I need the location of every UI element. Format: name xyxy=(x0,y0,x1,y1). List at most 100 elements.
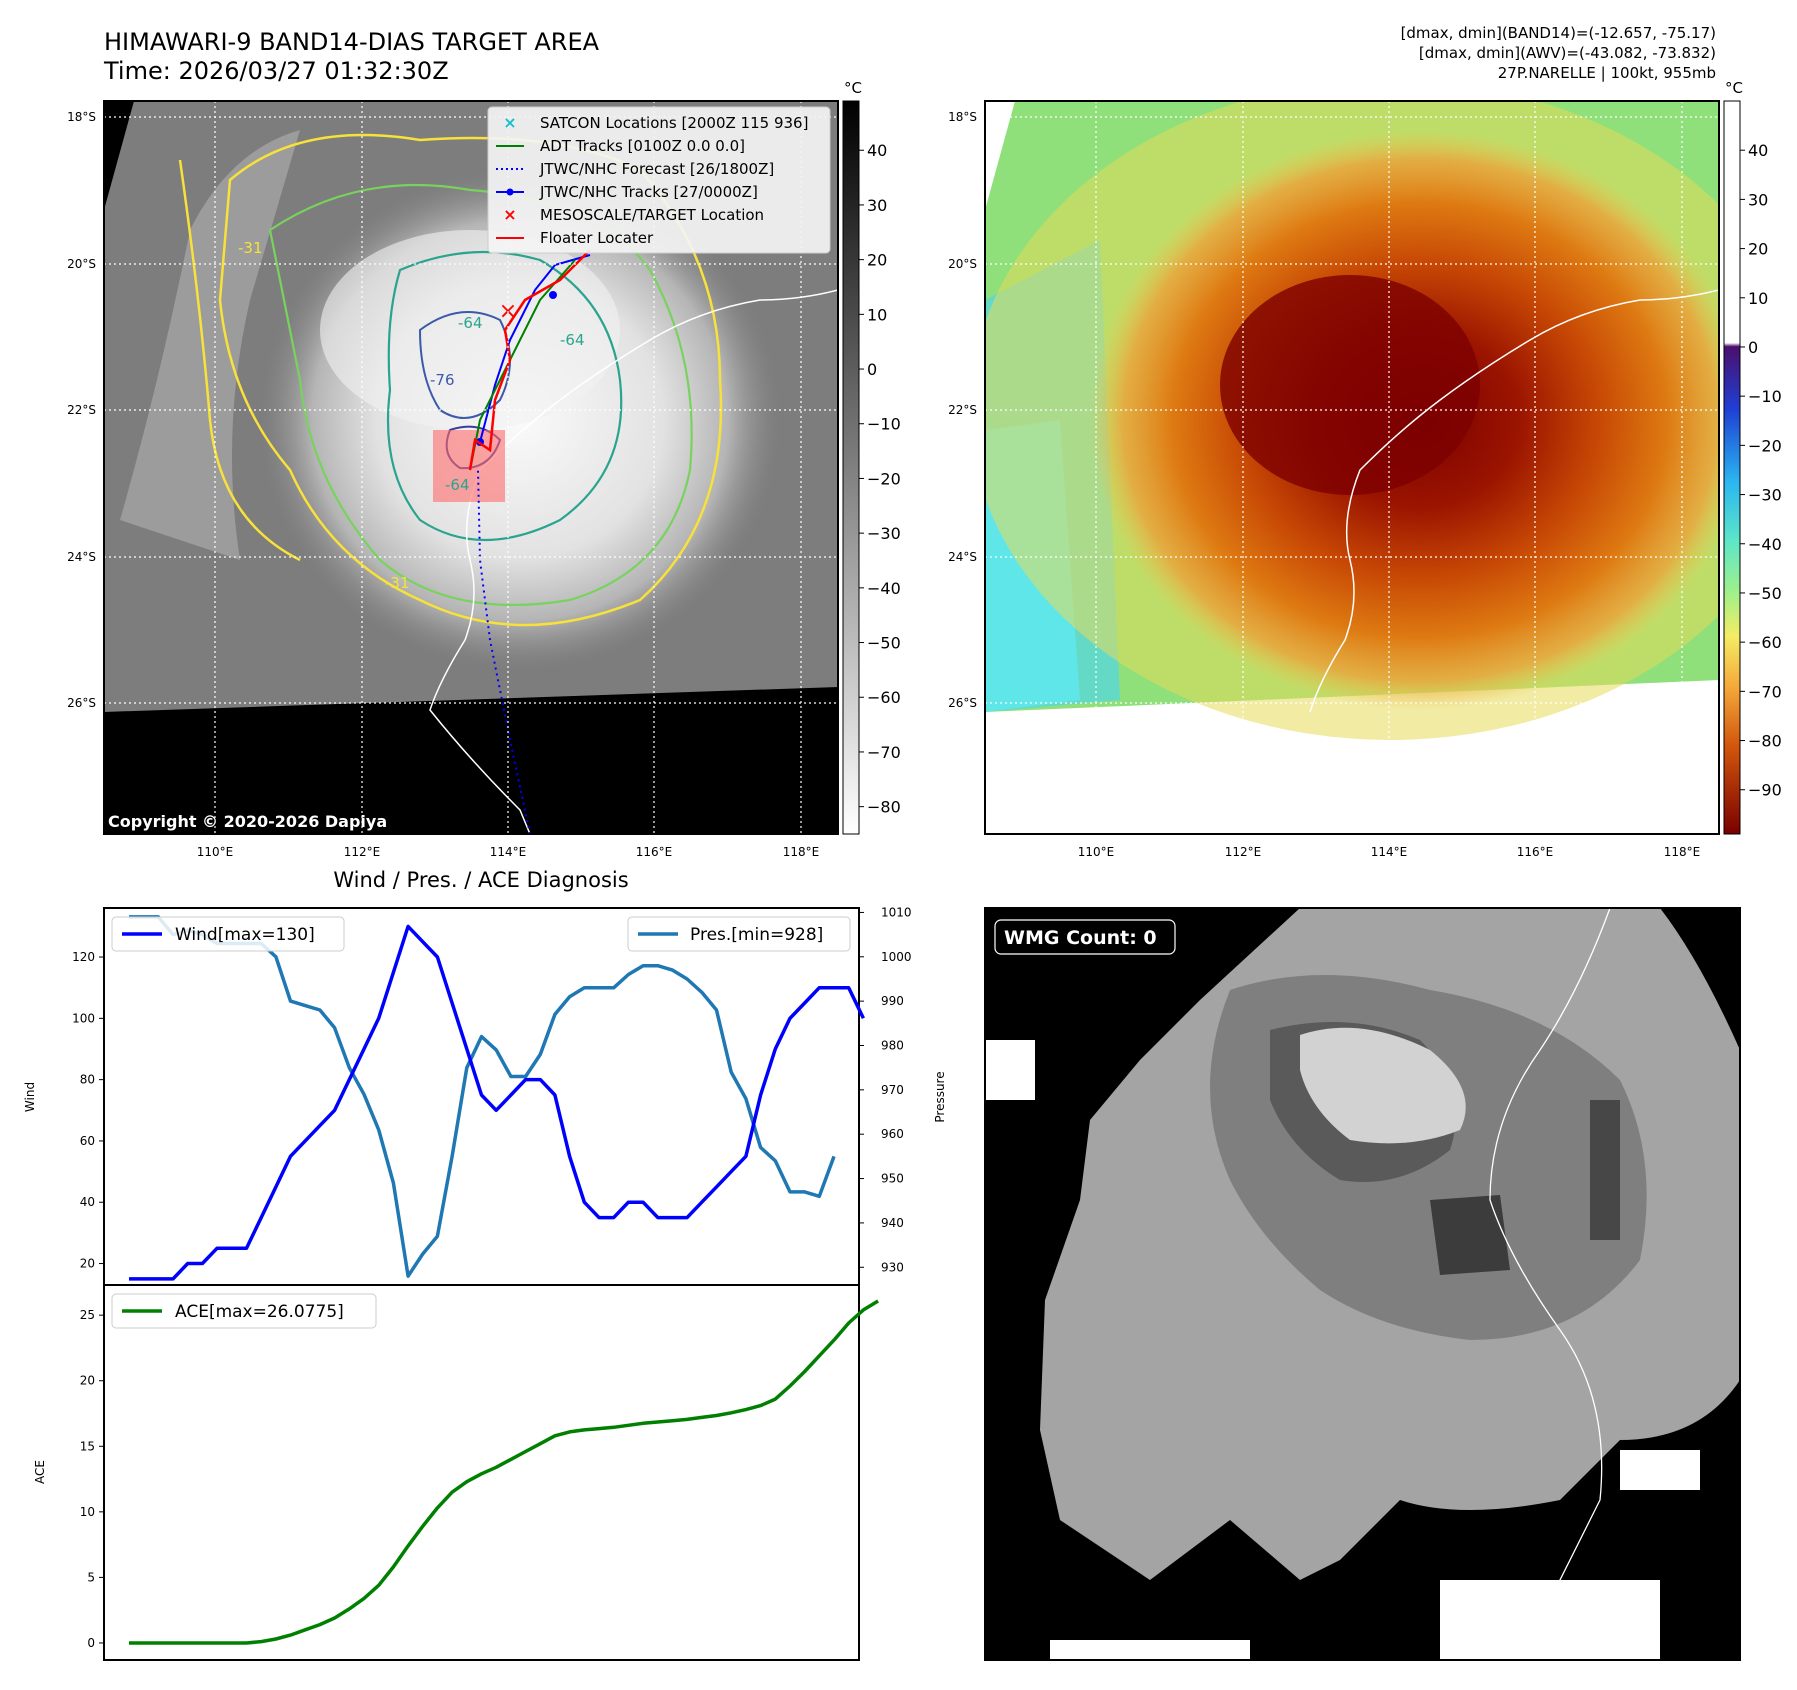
colorbar-color-tick-label: −70 xyxy=(1748,682,1782,701)
colorbar-gray-tick-label: 30 xyxy=(867,196,887,215)
legend-label: ADT Tracks [0100Z 0.0 0.0] xyxy=(540,137,745,155)
pressure-y-tick-label: 1000 xyxy=(881,950,912,964)
wind-y-tick-label: 120 xyxy=(72,950,95,964)
lon-label: 114°E xyxy=(1371,845,1408,859)
legend-label: MESOSCALE/TARGET Location xyxy=(540,206,764,224)
colorbar-gray-tick-label: 40 xyxy=(867,141,887,160)
ace-y-tick-label: 5 xyxy=(87,1570,95,1584)
colorbar-color-tick-label: −30 xyxy=(1748,486,1782,505)
colorbar-color-tick-label: 0 xyxy=(1748,338,1758,357)
colorbar-gray-ramp xyxy=(842,100,860,835)
jtwc-point xyxy=(549,291,557,299)
lat-label: 24°S xyxy=(948,550,977,564)
lon-label: 116°E xyxy=(1517,845,1554,859)
wmg-dark-patch xyxy=(1590,1100,1620,1240)
colorbar-color-tick-label: 40 xyxy=(1748,141,1768,160)
wind-y-tick-label: 60 xyxy=(80,1134,95,1148)
lon-label: 118°E xyxy=(783,845,820,859)
ace-legend: ACE[max=26.0775] xyxy=(111,1293,377,1329)
contour-label: -31 xyxy=(238,239,263,257)
colorbar-color-tick-label: 10 xyxy=(1748,289,1768,308)
contour-yellow-west xyxy=(178,159,301,562)
wmg-white-patch xyxy=(985,1040,1035,1100)
pressure-y-tick-label: 1010 xyxy=(881,905,912,919)
colorbar-color-tick-label: −80 xyxy=(1748,732,1782,751)
lat-label: 20°S xyxy=(67,257,96,271)
wmg-count-label: WMG Count: 0 xyxy=(1004,927,1157,949)
wmg-frame xyxy=(984,907,1741,1661)
colorbar-gray-tick-label: 0 xyxy=(867,360,877,379)
contour-yellow xyxy=(218,133,723,627)
pressure-y-tick-label: 940 xyxy=(881,1216,904,1230)
contour-teal xyxy=(386,250,623,541)
wind-y-tick-label: 100 xyxy=(72,1011,95,1025)
legend-label: Floater Locater xyxy=(540,229,654,247)
wmg-count-badge xyxy=(994,919,1176,955)
wind-y-tick-label: 40 xyxy=(80,1195,95,1209)
ace-y-tick-label: 10 xyxy=(80,1505,95,1519)
legend-label: JTWC/NHC Tracks [27/0000Z] xyxy=(539,183,758,201)
ace-series-line xyxy=(129,1299,880,1645)
colorbar-color-tick-label: −40 xyxy=(1748,535,1782,554)
wmg-white-patch xyxy=(1050,1640,1250,1660)
figure-title: HIMAWARI-9 BAND14-DIAS TARGET AREA xyxy=(104,28,600,56)
pressure-y-tick-label: 960 xyxy=(881,1127,904,1141)
colorbar-color-ticks: 40 30 20 10 0 −10 −20 −30 −40 −50 −60 −70 −80 −90 xyxy=(1740,141,1782,800)
legend-marker-satcon: × xyxy=(503,113,516,132)
legend-box xyxy=(487,106,831,254)
wind-y-tick-label: 80 xyxy=(80,1073,95,1087)
wmg-white-patch xyxy=(1440,1580,1660,1660)
pressure-legend-label: Pres.[min=928] xyxy=(690,925,823,945)
ir-map-panel: × -31 -64 -64 -76 -31 -64 Copyright © 20… xyxy=(67,100,839,859)
contour-label: -64 xyxy=(458,314,483,332)
contour-blue xyxy=(418,311,511,419)
wind-y-tick-label: 20 xyxy=(80,1257,95,1271)
contour-label: -31 xyxy=(385,574,410,592)
colorbar-color-ramp xyxy=(1723,100,1741,835)
ir-cloud-band xyxy=(120,130,300,560)
wind-legend: Wind[max=130] xyxy=(111,916,345,952)
colorbar-gray-tick-label: 20 xyxy=(867,251,887,270)
wind-series-line xyxy=(129,924,865,1281)
pressure-y-tick-label: 980 xyxy=(881,1038,904,1052)
copyright: Copyright © 2020-2026 Dapiya xyxy=(108,812,387,831)
colorbar-gray-tick-label: −20 xyxy=(867,469,901,488)
ace-legend-box xyxy=(111,1293,377,1329)
floater-locater-track xyxy=(468,249,591,471)
pressure-y-ticks: 930 940 950 960 970 980 990 1000 1010 xyxy=(859,905,912,1274)
ace-chart: 0 5 10 15 20 25 ACE ACE[max=26.0775] xyxy=(33,1284,880,1661)
contour-label: -76 xyxy=(430,371,455,389)
awv-map-panel: 18°S 20°S 22°S 24°S 26°S 110°E 112°E 114… xyxy=(948,100,1720,859)
lat-label: 18°S xyxy=(67,110,96,124)
contour-label: -64 xyxy=(560,331,585,349)
colorbar-color-tick-label: 20 xyxy=(1748,240,1768,259)
colorbar-color: °C 40 30 20 10 0 −10 −20 −30 −40 −50 −60 −70 −80 −90 xyxy=(1723,79,1782,835)
contour-label: -64 xyxy=(445,476,470,494)
colorbar-gray: °C 40 30 20 10 0 −10 −20 −30 −40 −50 −60 −70 −80 xyxy=(842,79,901,835)
wmg-panel: WMG Count: 0 xyxy=(984,907,1741,1661)
wmg-coastline xyxy=(1489,907,1611,1661)
lat-label: 18°S xyxy=(948,110,977,124)
pressure-legend-box xyxy=(627,916,851,952)
wind-pressure-chart: 20 40 60 80 100 120 930 940 950 960 970 980 990 1000… xyxy=(23,905,947,1286)
ace-y-tick-label: 20 xyxy=(80,1374,95,1388)
lat-label: 24°S xyxy=(67,550,96,564)
lon-label: 118°E xyxy=(1664,845,1701,859)
wind-legend-label: Wind[max=130] xyxy=(175,925,315,945)
awv-map-frame xyxy=(984,100,1720,835)
legend-label: JTWC/NHC Forecast [26/1800Z] xyxy=(539,160,774,178)
colorbar-color-tick-label: −90 xyxy=(1748,781,1782,800)
ir-legend: × SATCON Locations [2000Z 115 936] ADT T… xyxy=(487,106,831,254)
wind-y-ticks: 20 40 60 80 100 120 xyxy=(72,950,104,1271)
ace-legend-label: ACE[max=26.0775] xyxy=(175,1302,344,1322)
figure-time: Time: 2026/03/27 01:32:30Z xyxy=(103,57,449,85)
pressure-y-tick-label: 950 xyxy=(881,1172,904,1186)
wind-legend-box xyxy=(111,916,345,952)
lat-label: 26°S xyxy=(948,696,977,710)
lon-label: 110°E xyxy=(1078,845,1115,859)
pressure-axis-label: Pressure xyxy=(933,1071,947,1122)
colorbar-gray-ticks: 40 30 20 10 0 −10 −20 −30 −40 −50 −60 −70 −80 xyxy=(859,141,901,817)
colorbar-gray-tick-label: −50 xyxy=(867,634,901,653)
colorbar-gray-tick-label: −40 xyxy=(867,579,901,598)
wmg-dark-patch xyxy=(1430,1195,1510,1275)
